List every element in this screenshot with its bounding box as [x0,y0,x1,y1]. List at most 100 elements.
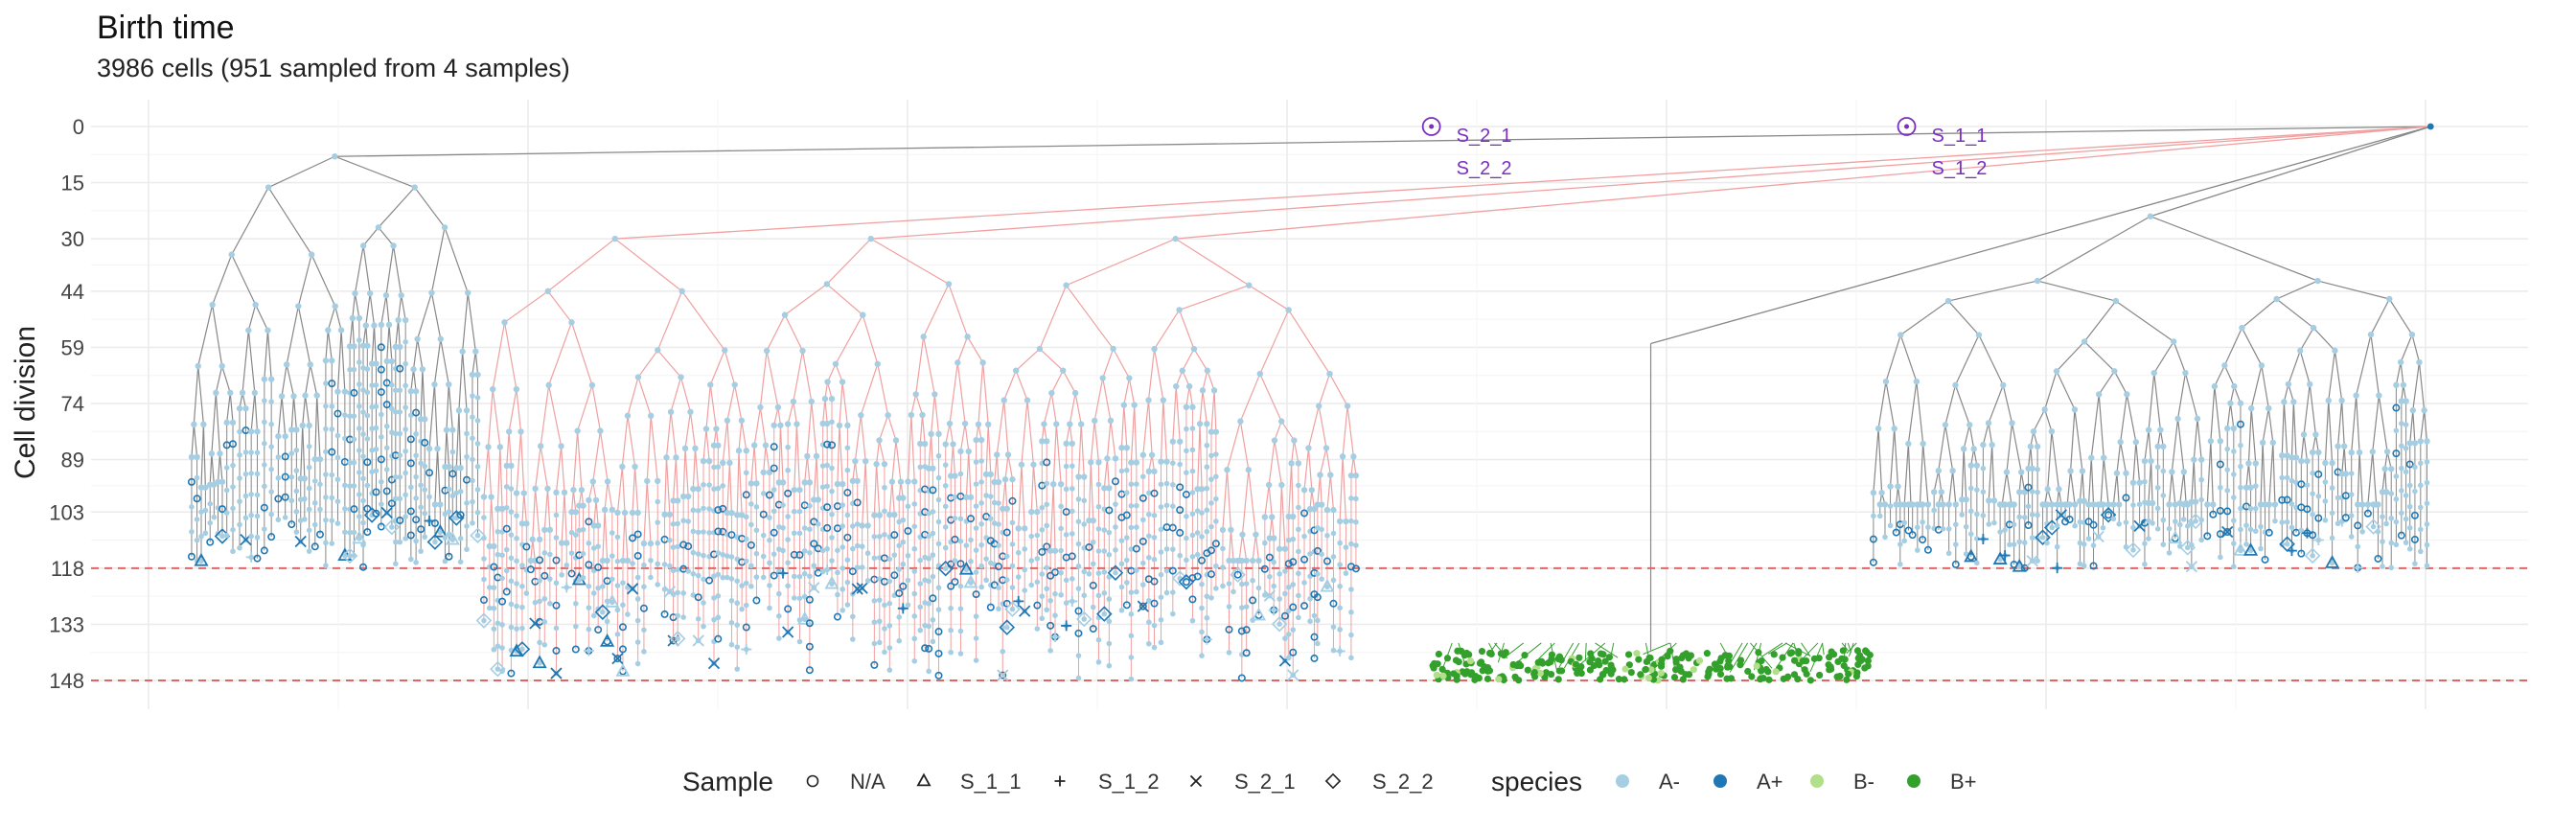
tree-node [1199,387,1207,394]
tree-node [840,544,846,550]
tree-node [844,602,851,608]
tree-node [262,526,267,532]
tree-node [1909,501,1916,508]
tree-node [393,561,399,567]
tree-node [850,636,856,642]
tree-edge [1090,420,1095,463]
tree-node [573,532,579,538]
tree-edge [378,226,394,246]
tree-node [373,360,380,367]
tree-node [540,571,549,580]
legend-key-sample [806,774,819,788]
tree-node [1230,588,1236,595]
tree-node [614,583,621,588]
tree-node [432,539,438,545]
tree-node [790,398,797,405]
tree-node [2410,535,2419,543]
tree-edge [2245,463,2250,488]
tree-node [1208,500,1214,506]
tree-node [1967,485,1974,492]
tree-edge [1584,642,1587,661]
tree-node [301,475,309,482]
tree-edge [2069,471,2076,505]
tree-node [714,634,723,643]
tree-node [876,618,883,625]
tree-node [317,506,323,513]
tree-node [356,403,362,409]
tree-node [2334,443,2341,449]
tree-node [801,525,808,531]
tree-edge [221,365,231,394]
tree-node [1310,633,1319,641]
tree-node [1151,556,1158,563]
tree-edge [380,294,387,325]
tree-edge [987,424,992,474]
tree-node [1322,445,1330,451]
tree-node [2424,500,2430,507]
tree-node [494,666,501,672]
tree-node [595,585,601,591]
tree-node [1887,522,1894,529]
tree-edge [1226,421,1241,471]
tree-node [2279,474,2286,481]
tree-node [580,574,586,581]
tree-node [844,422,851,429]
tree-node [223,487,230,494]
tree-node [1189,447,1196,453]
tree-node [553,580,560,587]
tree-node [264,184,272,191]
tree-edge [891,440,897,482]
tree-node [1002,528,1011,537]
tree-node [1784,673,1792,680]
tree-node [896,566,903,572]
tree-edge [1080,424,1085,477]
tree-node [1548,651,1556,658]
tree-edge [200,424,204,488]
tree-edge [1130,404,1136,463]
tree-edge [1982,423,1990,446]
tree-edge [1899,334,1918,382]
tree-node [2348,449,2355,456]
tree-node [917,557,924,564]
tree-node [457,488,464,495]
tree-node [2279,452,2286,459]
tree-node [1931,507,1937,514]
tree-node [1128,676,1135,682]
tree-node [707,381,714,388]
tree-node [1296,526,1301,533]
tree-node [2400,381,2407,388]
tree-edge [726,462,731,514]
tree-node [445,552,453,561]
tree-node [377,455,385,464]
tree-edge [2267,407,2274,443]
tree-edge [2002,384,2013,424]
tree-node [1597,650,1605,657]
tree-edge [684,411,692,449]
tree-node [823,523,832,532]
tree-node [1213,563,1219,569]
tree-node [1012,367,1020,374]
tree-node [332,153,338,160]
tree-node [935,518,942,525]
tree-edge [694,448,700,490]
tree-node [372,509,380,518]
sample-marker [963,574,978,588]
sample-marker [448,510,465,526]
tree-edge [1052,424,1057,485]
tree-edge [870,238,950,285]
tree-node [859,564,865,570]
tree-node [1249,557,1256,564]
sample-marker [782,626,794,638]
tree-edge [2148,429,2152,462]
tree-node [724,574,730,581]
tree-edge [2247,463,2252,488]
tree-edge [212,254,233,306]
tree-node [2381,466,2388,472]
tree-node [2142,561,2148,567]
tree-node [1074,629,1083,637]
tree-node [364,436,371,442]
tree-node [785,537,791,542]
tree-node [690,592,697,598]
tree-edge [548,322,573,386]
tree-node [267,533,276,541]
